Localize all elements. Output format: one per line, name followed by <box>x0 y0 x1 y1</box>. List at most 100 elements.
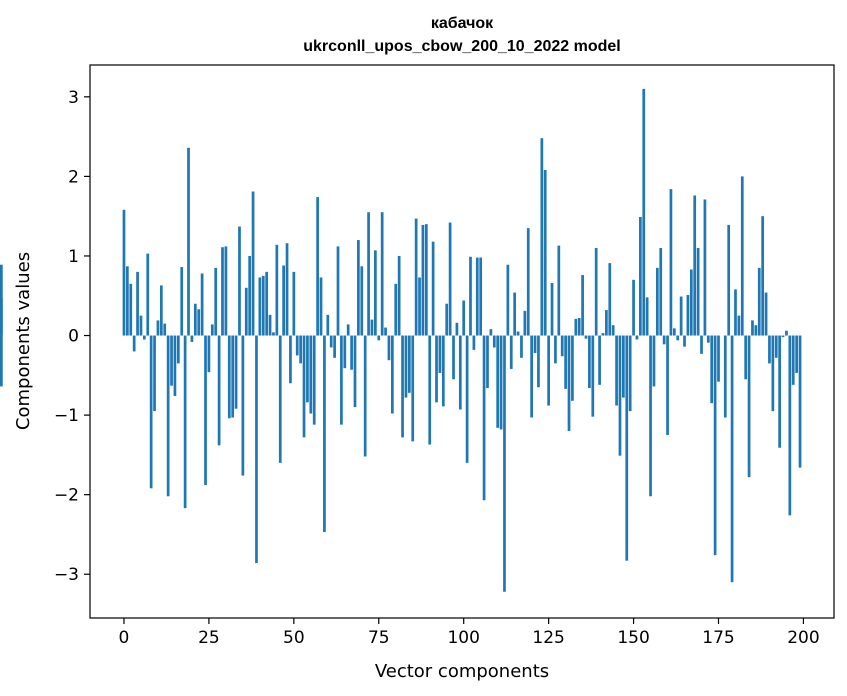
bar <box>407 335 411 393</box>
bar <box>798 335 802 468</box>
y-tick-label: 3 <box>68 88 79 108</box>
bar <box>615 335 618 406</box>
bar <box>153 335 156 412</box>
bar <box>713 335 717 556</box>
bar <box>533 335 537 354</box>
bar <box>730 335 734 583</box>
bar <box>275 244 279 336</box>
bar <box>159 285 163 336</box>
bar <box>248 255 252 336</box>
bar <box>509 335 513 369</box>
bar <box>424 224 428 336</box>
bar <box>387 335 391 361</box>
chart-subtitle: ukrconll_upos_cbow_200_10_2022 model <box>303 38 620 55</box>
bar <box>377 335 381 341</box>
bar <box>642 88 646 336</box>
bar <box>564 335 567 389</box>
bar <box>231 335 235 418</box>
bar <box>649 335 652 497</box>
bar <box>768 335 771 364</box>
bar <box>394 283 398 336</box>
bar <box>683 335 686 347</box>
bar <box>452 335 455 380</box>
bar <box>458 335 462 410</box>
bar <box>170 335 173 386</box>
bar <box>669 189 673 336</box>
bar <box>717 335 720 382</box>
bar <box>659 248 663 336</box>
bar <box>761 216 765 336</box>
x-tick-label: 25 <box>198 628 220 648</box>
bar <box>346 324 350 336</box>
bar <box>384 327 387 336</box>
bar <box>455 322 459 336</box>
bars-group <box>0 88 802 592</box>
bar <box>190 335 194 342</box>
bar <box>700 335 703 354</box>
bar <box>537 335 540 388</box>
bar <box>421 224 425 336</box>
bar <box>530 335 533 418</box>
bar <box>404 335 408 398</box>
bar <box>727 224 731 336</box>
x-tick-label: 50 <box>283 628 305 648</box>
bar <box>340 335 343 425</box>
y-tick-label: 2 <box>68 167 79 187</box>
bar <box>689 269 693 336</box>
bar <box>513 292 517 336</box>
bar <box>187 147 190 336</box>
bar <box>574 318 578 336</box>
bar <box>622 335 625 398</box>
bar <box>686 294 690 336</box>
bar <box>391 335 394 414</box>
bar <box>438 335 442 373</box>
bar <box>221 247 224 336</box>
bar <box>526 228 530 336</box>
bar <box>224 246 228 336</box>
bar <box>149 335 153 489</box>
bar <box>567 335 571 432</box>
bar <box>499 335 503 430</box>
bar <box>319 277 323 336</box>
bar <box>547 335 550 406</box>
bar <box>581 275 584 336</box>
bar <box>445 303 449 336</box>
bar <box>428 335 432 445</box>
x-tick-label: 200 <box>787 628 819 648</box>
bar <box>791 335 795 385</box>
bar <box>618 335 622 456</box>
bar <box>207 335 211 373</box>
bar <box>598 335 601 385</box>
bar <box>696 248 700 336</box>
y-tick-label: −2 <box>54 486 79 506</box>
bar <box>370 319 374 336</box>
bar <box>737 315 741 336</box>
bar <box>255 335 258 564</box>
x-axis-label: Vector components <box>375 661 549 682</box>
bar <box>584 335 588 339</box>
bar <box>278 335 282 463</box>
bar <box>129 283 133 336</box>
bar <box>0 264 3 336</box>
bar <box>676 335 680 341</box>
bar <box>662 335 666 345</box>
bar <box>441 335 445 407</box>
bar <box>418 277 421 336</box>
bar <box>492 335 496 348</box>
bar <box>193 303 197 336</box>
bar <box>496 335 500 428</box>
bar <box>778 335 781 448</box>
bar <box>251 191 255 336</box>
bar <box>122 209 126 336</box>
bar <box>774 335 778 358</box>
bar <box>333 335 336 358</box>
bar <box>360 266 364 336</box>
bar <box>448 222 452 336</box>
bar <box>238 226 241 336</box>
y-tick-label: 1 <box>68 247 79 267</box>
bar <box>506 264 510 336</box>
x-tick-label: 175 <box>702 628 734 648</box>
bar <box>156 320 160 336</box>
bar <box>244 287 248 336</box>
bar <box>577 318 581 336</box>
